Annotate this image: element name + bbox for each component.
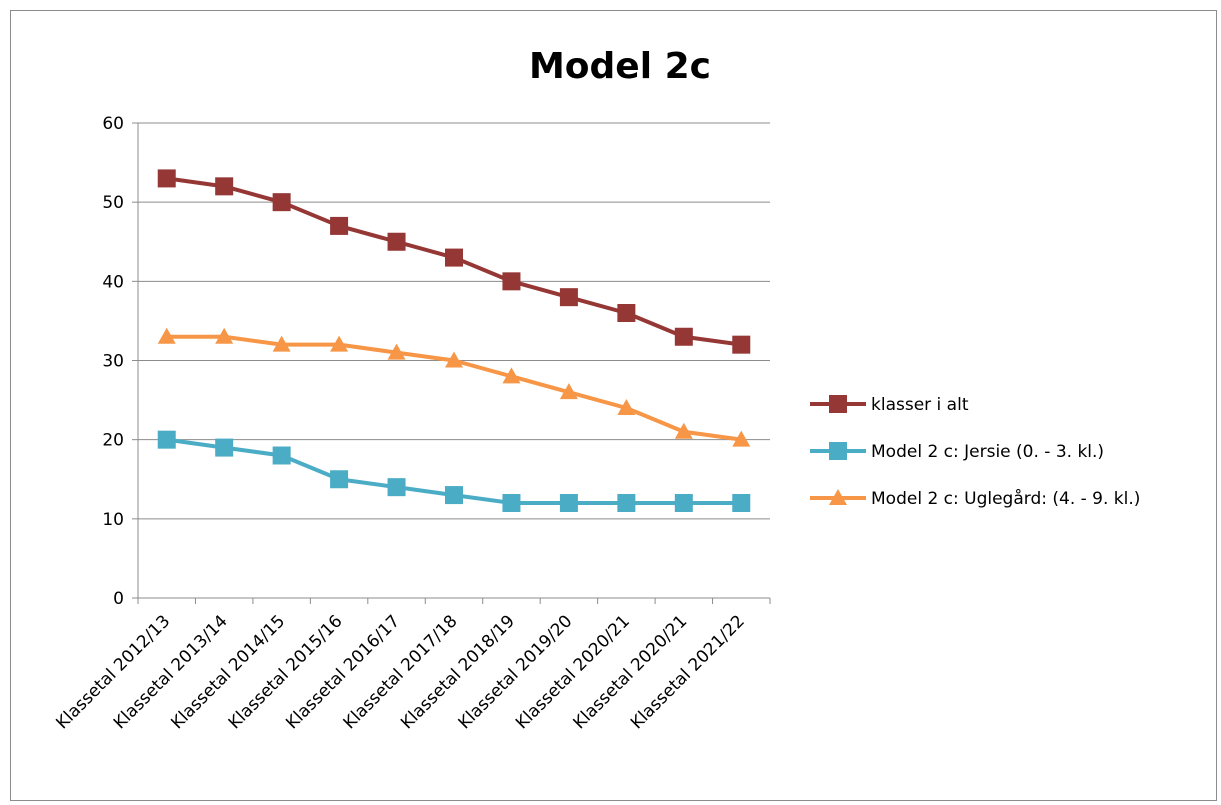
y-tick-label: 20 [102,431,124,451]
legend-label: Model 2 c: Jersie (0. - 3. kl.) [871,442,1104,462]
data-point [617,494,636,512]
y-tick-label: 60 [102,114,124,134]
data-point [445,248,463,267]
data-point [215,438,234,457]
series-2 [157,430,751,512]
data-point [330,470,349,489]
data-point [387,343,406,360]
legend-item: Model 2 c: Jersie (0. - 3. kl.) [810,442,1104,462]
data-point [674,422,693,439]
data-point [502,272,521,291]
data-point [829,395,847,413]
chart-title: Model 2c [529,46,711,87]
y-tick-label: 10 [102,510,124,530]
legend-item: Model 2 c: Uglegård: (4. - 9. kl.) [810,488,1140,509]
y-tick-label: 0 [113,589,124,609]
data-point [387,478,406,497]
data-point [387,232,406,251]
data-point [829,489,847,505]
data-point [157,169,176,188]
x-tick-label: Klassetal 2021/22 [627,611,749,733]
data-point [732,335,751,354]
data-point [157,327,176,344]
data-point [215,177,234,196]
series-3 [157,327,751,447]
data-point [732,494,751,512]
legend-label: klasser i alt [871,395,969,415]
data-point [732,430,751,447]
series-1 [157,169,751,354]
data-point [617,399,636,415]
data-point [502,494,521,512]
data-point [674,494,693,512]
data-point [617,304,636,322]
data-point [445,486,463,505]
data-point [272,446,291,465]
data-point [330,335,349,352]
data-point [272,193,291,212]
data-point [272,335,291,352]
legend-label: Model 2 c: Uglegård: (4. - 9. kl.) [871,488,1140,509]
data-point [559,494,578,512]
legend-item: klasser i alt [810,395,969,415]
data-point [559,288,578,307]
gridlines [138,122,770,520]
data-point [502,367,521,384]
y-tick-label: 40 [102,272,124,292]
data-point [559,383,578,400]
legend: klasser i alt Model 2 c: Jersie (0. - 3. … [810,395,1140,509]
data-point [330,216,349,235]
y-tick-label: 50 [102,193,124,213]
data-point [157,430,176,449]
y-tick-label: 30 [102,352,124,372]
series-layer [157,169,751,512]
data-point [445,351,463,368]
data-point [829,442,847,460]
data-point [674,327,693,346]
data-point [215,327,234,344]
y-axis-ticks: 0 10 20 30 40 50 60 [102,114,138,609]
